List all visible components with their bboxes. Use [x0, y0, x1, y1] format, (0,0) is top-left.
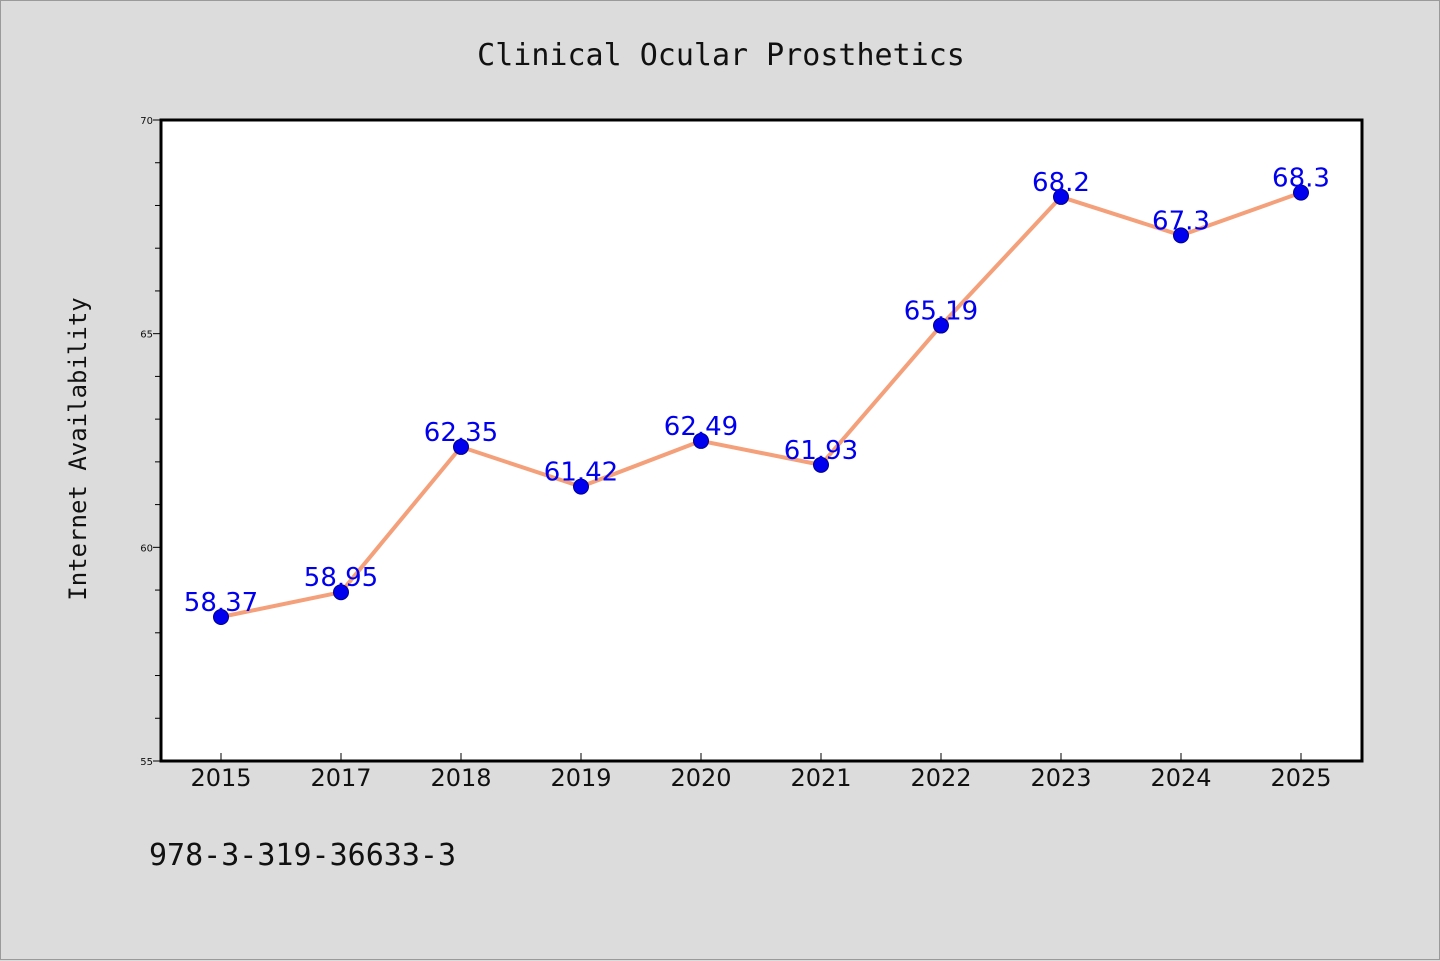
data-point-marker — [933, 317, 949, 334]
data-label: 62.35 — [424, 418, 498, 448]
y-axis: 55 60 65 70 — [140, 116, 161, 768]
x-tick-label: 2018 — [430, 764, 491, 792]
data-point-marker — [813, 456, 829, 473]
data-label: 68.3 — [1272, 164, 1330, 194]
x-tick-label: 2021 — [790, 764, 851, 792]
x-tick-label: 2017 — [310, 764, 371, 792]
x-tick-label: 2024 — [1150, 764, 1211, 792]
y-tick-label: 65 — [140, 330, 153, 341]
series-layer: 58.37 58.95 62.35 61.42 62.49 61.93 65.19 68.2 6… — [184, 164, 1330, 625]
data-label: 62.49 — [664, 412, 738, 442]
y-tick-label: 70 — [140, 116, 153, 127]
data-label: 68.2 — [1032, 168, 1090, 198]
data-point-marker — [213, 608, 229, 625]
data-point-marker — [1173, 227, 1189, 244]
data-point-marker — [693, 432, 709, 449]
x-tick-label: 2022 — [910, 764, 971, 792]
x-tick-label: 2019 — [550, 764, 611, 792]
x-tick-label: 2025 — [1270, 764, 1331, 792]
series-line — [220, 190, 1302, 619]
data-point-marker — [333, 584, 349, 601]
x-tick-label: 2015 — [190, 764, 251, 792]
y-axis-label: Internet Availability — [64, 297, 92, 600]
data-label: 61.93 — [784, 436, 858, 466]
data-label: 58.37 — [184, 588, 258, 618]
x-tick-label: 2020 — [670, 764, 731, 792]
data-point-marker — [573, 478, 589, 495]
x-tick-label: 2023 — [1030, 764, 1091, 792]
x-axis: 2015 2017 2018 2019 2020 2021 2022 2023 2024 2025 — [190, 753, 1332, 792]
chart-title: Clinical Ocular Prosthetics — [477, 38, 965, 73]
plot-area — [159, 118, 1364, 763]
data-label: 61.42 — [544, 458, 618, 488]
data-label: 58.95 — [304, 563, 378, 593]
data-point-marker — [453, 438, 469, 455]
data-label: 67.3 — [1152, 206, 1210, 236]
isbn-label: 978-3-319-36633-3 — [149, 838, 456, 873]
data-point-marker — [1053, 188, 1069, 205]
data-point-marker — [1293, 184, 1309, 201]
y-tick-label: 55 — [140, 757, 153, 768]
data-label: 65.19 — [904, 297, 978, 327]
y-tick-label: 60 — [140, 543, 153, 554]
